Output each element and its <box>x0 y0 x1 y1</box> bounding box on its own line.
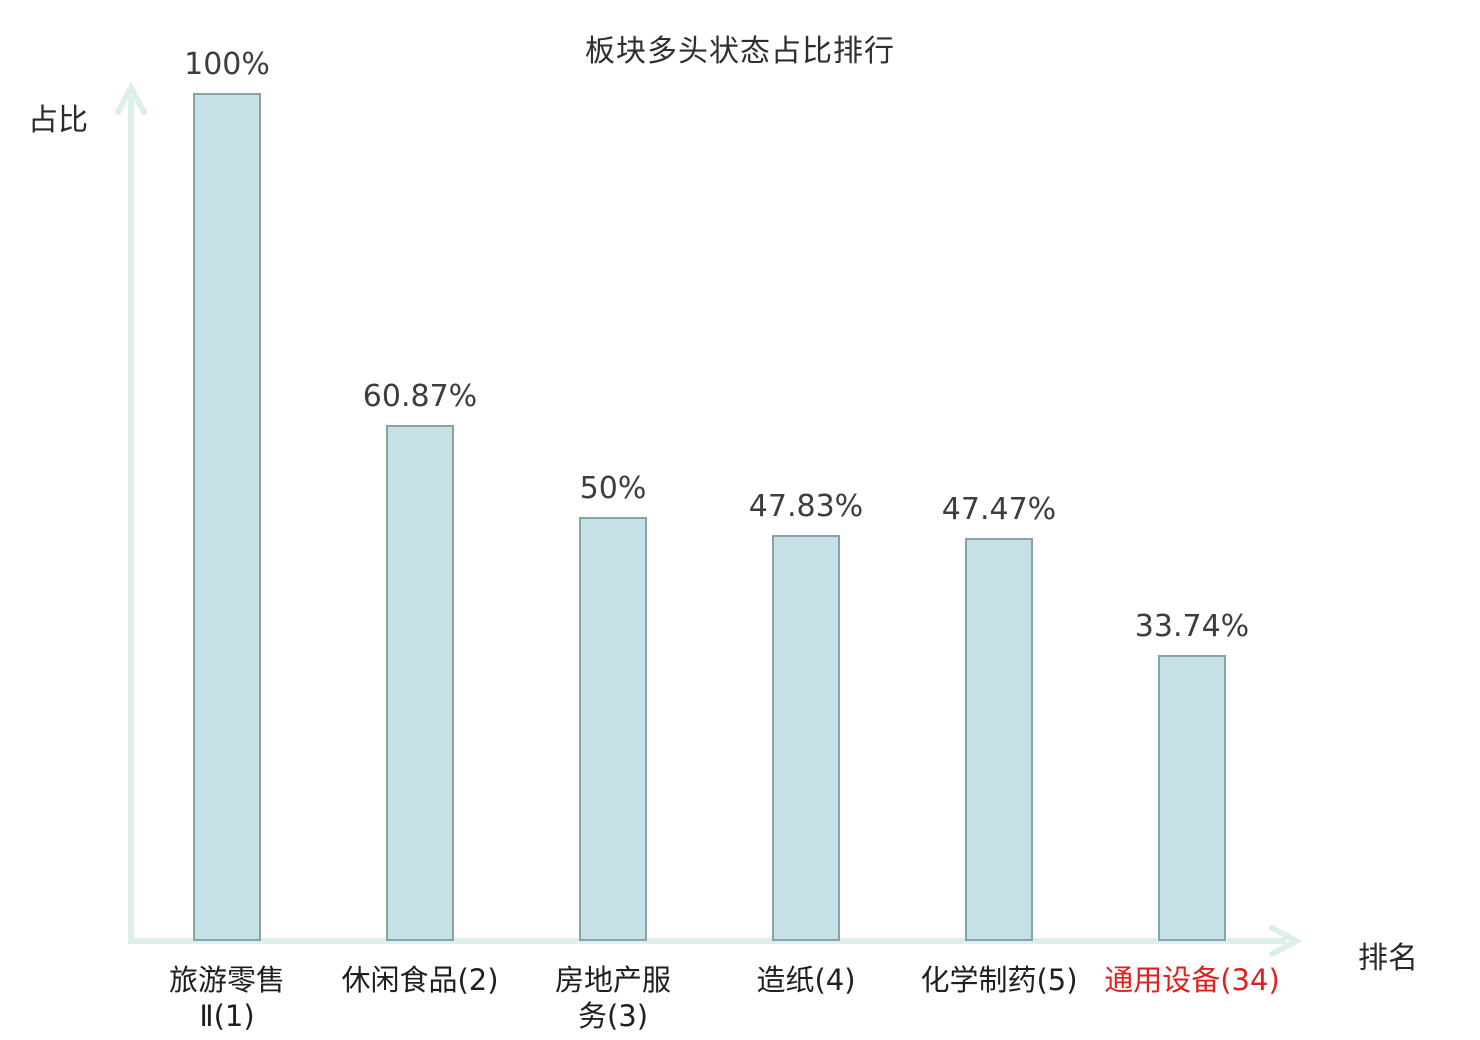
bar <box>193 93 261 941</box>
bar-value-label: 50% <box>579 471 647 506</box>
x-category-label: 化学制药(5) <box>894 962 1104 998</box>
x-category-label-line: 旅游零售 <box>168 963 285 997</box>
x-category-label-line: 务(3) <box>577 999 649 1033</box>
bar <box>386 425 454 941</box>
bar <box>965 538 1033 941</box>
x-category-label: 造纸(4) <box>701 962 911 998</box>
x-axis-arrow-icon <box>1269 925 1303 957</box>
bar <box>1158 655 1226 941</box>
bar <box>772 535 840 941</box>
x-category-label-line: 化学制药(5) <box>920 963 1078 997</box>
x-category-label: 房地产服 务(3) <box>508 962 718 1034</box>
x-category-label-line: 房地产服 <box>554 963 671 997</box>
x-category-label-line: 休闲食品(2) <box>341 963 499 997</box>
bar-value-label: 100% <box>184 47 270 82</box>
x-category-label: 通用设备(34) <box>1087 962 1297 998</box>
x-category-label: 休闲食品(2) <box>315 962 525 998</box>
bar-value-label: 33.74% <box>1134 609 1250 644</box>
x-axis-label: 排名 <box>1358 941 1418 976</box>
bar <box>579 517 647 941</box>
x-category-label-line: 通用设备(34) <box>1104 963 1280 997</box>
x-category-label-line: 造纸(4) <box>756 963 856 997</box>
x-category-label-line: Ⅱ(1) <box>199 999 255 1033</box>
x-category-label: 旅游零售 Ⅱ(1) <box>122 962 332 1034</box>
y-axis-label: 占比 <box>28 103 88 138</box>
bar-value-label: 60.87% <box>362 379 478 414</box>
bar-value-label: 47.47% <box>941 492 1057 527</box>
bar-value-label: 47.83% <box>748 489 864 524</box>
chart-title: 板块多头状态占比排行 <box>585 34 895 69</box>
y-axis-arrow-icon <box>115 81 147 115</box>
